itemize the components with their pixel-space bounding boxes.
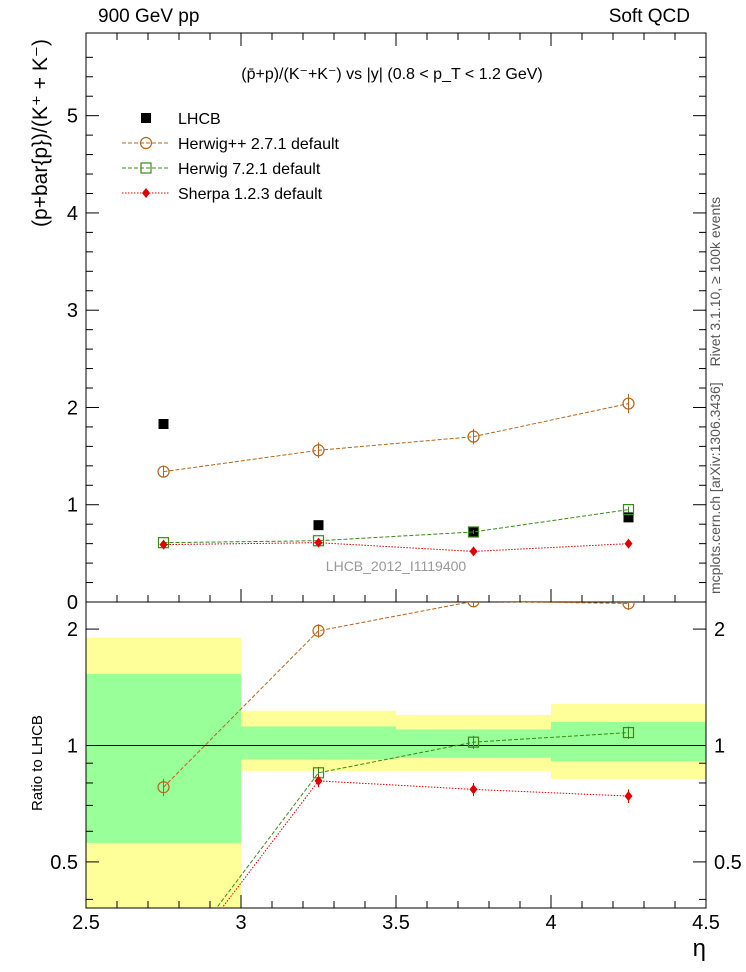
x-tick-label: 4 (545, 912, 556, 934)
herwig7-point (622, 503, 635, 516)
herwig7-point (467, 736, 480, 748)
ratio-bands (86, 637, 706, 908)
herwig7-point (622, 726, 635, 739)
y-tick-label: 4 (67, 203, 78, 225)
ratio-axis-title: Ratio to LHCB (29, 715, 46, 811)
herwigpp-point (157, 465, 170, 478)
y-tick-label: 3 (67, 300, 78, 322)
ratio-series-layer (157, 602, 635, 908)
sherpa-point (159, 539, 168, 550)
legend-label: LHCB (178, 111, 221, 128)
header-right-label: Soft QCD (608, 6, 690, 27)
ratio-y-tick-label: 1 (67, 735, 78, 757)
x-tick-label: 4.5 (692, 912, 720, 934)
x-tick-label: 3 (235, 912, 246, 934)
sherpa-point (624, 791, 633, 802)
ratio-y-tick-label-right: 0.5 (714, 852, 742, 874)
upper-series-layer (157, 393, 635, 557)
herwigpp-point (157, 781, 170, 794)
x-tick-label: 3.5 (382, 912, 410, 934)
data-point (158, 419, 169, 430)
y-tick-label: 0 (67, 592, 78, 614)
sherpa-line (163, 542, 629, 552)
herwig7-point (467, 526, 480, 538)
herwigpp-point (622, 602, 635, 610)
y-tick-label: 1 (67, 495, 78, 517)
y-axis-title: (p+bar{p})/(K⁺ + K⁻) (29, 39, 52, 227)
uncertainty-band-green (86, 674, 241, 843)
analysis-watermark: LHCB_2012_I1119400 (326, 558, 467, 574)
herwig7-line (215, 732, 629, 908)
ratio-y-tick-label: 2 (67, 619, 78, 641)
sherpa-point (469, 784, 478, 795)
data-point (623, 512, 634, 523)
x-axis-title: η (693, 935, 706, 962)
data-point (313, 520, 324, 531)
herwig7-point (140, 162, 152, 174)
herwigpp-point (467, 602, 480, 608)
sherpa-point (314, 537, 323, 548)
ratio-y-tick-label-right: 2 (714, 619, 725, 641)
herwigpp-point (622, 397, 635, 410)
ratio-y-tick-label: 0.5 (50, 852, 78, 874)
sherpa-line (221, 780, 629, 908)
y-tick-label: 5 (67, 106, 78, 128)
sherpa-point (142, 188, 150, 198)
herwig7-line (163, 509, 629, 544)
ratio-y-tick-label-right: 1 (714, 735, 725, 757)
sherpa-point (624, 538, 633, 549)
plot-title: (p̄+p)/(K⁻+K⁻) vs |y| (0.8 < p_T < 1.2 G… (241, 66, 542, 83)
y-tick-label: 2 (67, 397, 78, 419)
herwigpp-line (163, 602, 629, 788)
legend-label: Herwig++ 2.7.1 default (178, 136, 340, 153)
herwigpp-line (163, 403, 629, 473)
herwigpp-point (467, 430, 480, 443)
herwigpp-point (312, 444, 325, 457)
herwigpp-point (312, 624, 325, 637)
herwigpp-point (139, 136, 153, 150)
legend-label: Herwig 7.2.1 default (178, 161, 321, 178)
data-point (141, 113, 151, 123)
sherpa-point (469, 546, 478, 557)
sherpa-point (314, 775, 323, 786)
uncertainty-band-green (241, 726, 396, 760)
header-left-label: 900 GeV pp (98, 6, 200, 27)
legend-label: Sherpa 1.2.3 default (178, 186, 323, 203)
x-tick-label: 2.5 (72, 912, 100, 934)
